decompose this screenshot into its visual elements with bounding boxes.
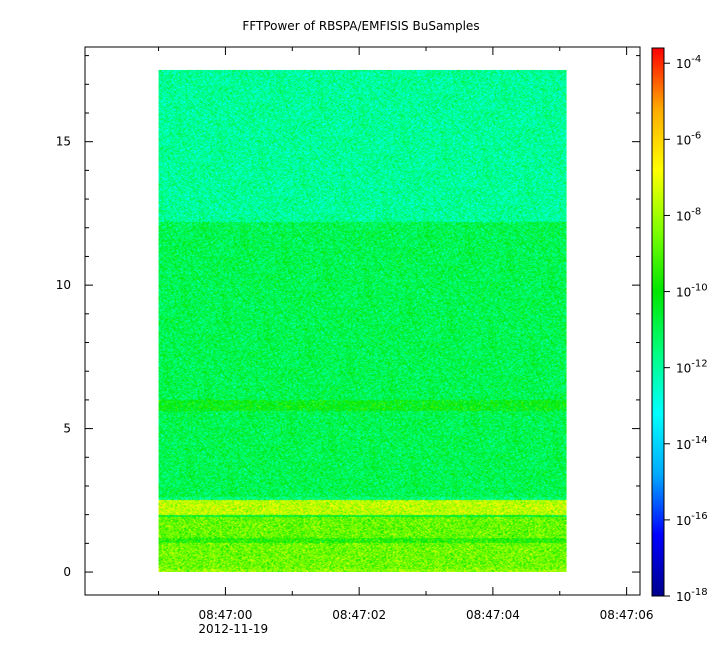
chart-title: FFTPower of RBSPA/EMFISIS BuSamples [242,19,479,33]
spectrogram-image [158,69,567,572]
colorbar-tick-exponent: -18 [691,587,707,598]
colorbar-tick-exponent: -10 [691,283,707,294]
colorbar-tick-label: 10-12 [676,359,708,376]
colorbar-tick-base: 10 [676,209,691,223]
colorbar-tick-exponent: -6 [691,130,701,141]
x-tick-label: 08:47:02 [332,608,386,622]
colorbar-tick-label: 10-4 [676,54,701,71]
colorbar-tick-label: 10-18 [676,587,708,604]
colorbar-tick-base: 10 [676,286,691,300]
colorbar-tick-label: 10-10 [676,283,708,300]
x-tick-label: 08:47:00 [198,608,252,622]
colorbar-tick-exponent: -14 [691,435,707,446]
colorbar-gradient [651,47,665,597]
x-tick-date-label: 2012-11-19 [198,622,268,636]
colorbar-tick-base: 10 [676,514,691,528]
colorbar-tick-label: 10-8 [676,206,701,223]
colorbar-tick-exponent: -4 [691,54,701,65]
colorbar-tick-label: 10-14 [676,435,708,452]
y-tick-label: 5 [63,422,71,436]
x-tick-label: 08:47:06 [600,608,654,622]
colorbar-tick-exponent: -16 [691,511,707,522]
colorbar-tick-label: 10-16 [676,511,708,528]
colorbar-tick-exponent: -12 [691,359,707,370]
colorbar-tick-base: 10 [676,590,691,604]
y-axis: 0 5 10 15 [56,55,640,579]
y-tick-label: 0 [63,565,71,579]
y-tick-label: 10 [56,278,71,292]
colorbar-tick-base: 10 [676,57,691,71]
colorbar-tick-base: 10 [676,438,691,452]
colorbar-tick-label: 10-6 [676,130,701,147]
colorbar-tick-base: 10 [676,362,691,376]
colorbar-tick-base: 10 [676,133,691,147]
colorbar-tick-exponent: -8 [691,206,701,217]
y-tick-label: 15 [56,135,71,149]
x-tick-label: 08:47:04 [466,608,520,622]
